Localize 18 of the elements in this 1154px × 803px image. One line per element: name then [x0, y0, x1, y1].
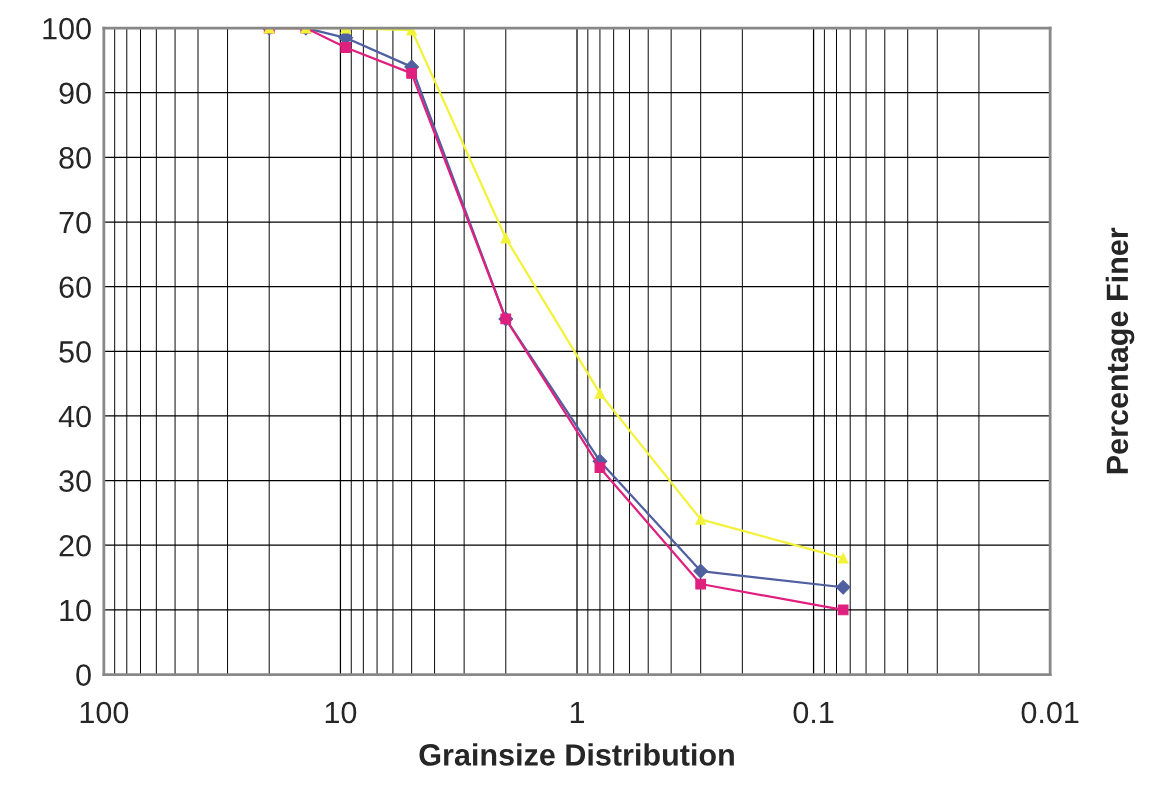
y-tick-label: 100 — [43, 17, 91, 40]
y-tick-label: 30 — [59, 470, 91, 492]
y-tick-label: 60 — [59, 276, 91, 299]
y-tick-label: 50 — [59, 341, 91, 363]
y-tick-label: 40 — [58, 405, 91, 428]
y-tick-label: 0 — [76, 664, 91, 686]
x-axis-title: Grainsize Distribution — [419, 743, 734, 766]
x-tick-label: 1 — [570, 702, 585, 724]
y-tick-label: 80 — [59, 147, 91, 169]
y-tick-label: 10 — [60, 599, 91, 622]
x-tick-label: 100 — [80, 701, 129, 724]
y-tick-label: 90 — [59, 82, 91, 105]
y-tick-label: 20 — [59, 534, 91, 557]
x-tick-label: 10 — [325, 701, 357, 724]
x-tick-label: 0.01 — [1021, 701, 1079, 724]
x-tick-label: 0.1 — [793, 701, 834, 724]
y-axis-title: Percentage Finer — [1105, 227, 1135, 474]
y-tick-label: 70 — [59, 211, 91, 234]
